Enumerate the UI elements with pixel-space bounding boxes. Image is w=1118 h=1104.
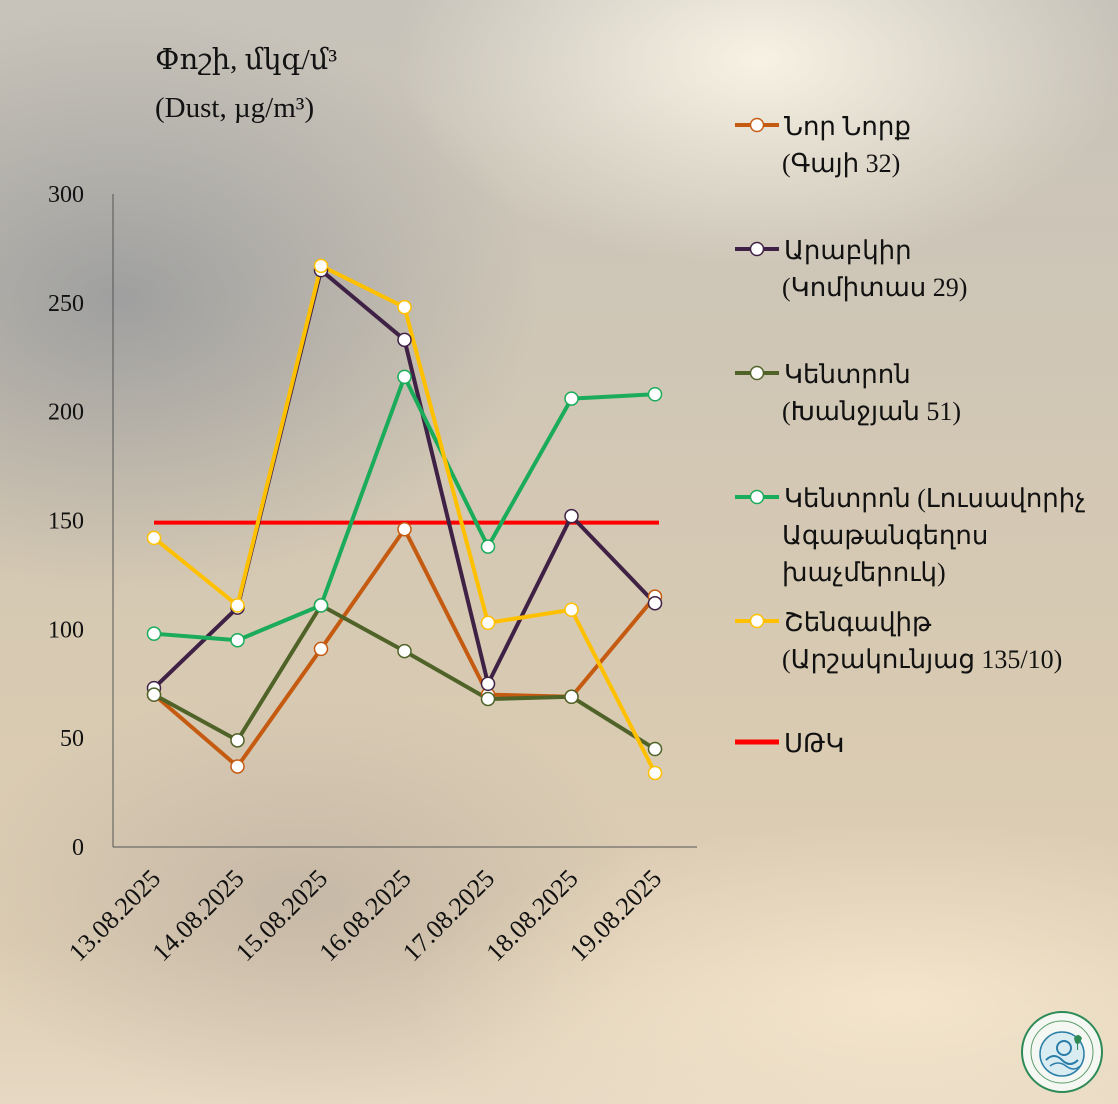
series-4-point: [397, 369, 412, 385]
series-2-point: [480, 676, 496, 691]
series-4-point: [480, 539, 496, 554]
legend-swatch-marker: [749, 117, 765, 133]
series-2-point: [564, 508, 579, 524]
organization-logo: [1021, 1011, 1103, 1093]
legend-label: Կենտրոն (Լուսավորիչ: [784, 484, 1086, 513]
legend-label: (Կոմիտաս 29): [782, 273, 967, 302]
legend-label: (Գայի 32): [782, 149, 900, 178]
y-tick-label: 150: [48, 509, 84, 535]
legend: Նոր Նորք (Գայի 32) Արաբկիր (Կոմիտաս 29) Կենտ…: [735, 112, 1086, 758]
chart-subtitle: (Dust, µg/m³): [155, 92, 315, 124]
series-points: [146, 258, 663, 781]
series-3-point: [397, 643, 412, 659]
legend-swatch-marker: [749, 365, 765, 381]
chart-title: Փոշի, մկգ/մ³: [155, 44, 338, 76]
legend-swatch-marker: [749, 613, 765, 629]
series-4-point: [146, 626, 162, 641]
series-4-point: [647, 387, 663, 402]
y-tick-label: 0: [72, 835, 84, 861]
series-3-point: [146, 687, 162, 702]
legend-label: Շենգավիթ: [784, 608, 932, 637]
series-2-point: [397, 332, 412, 348]
legend-label: խաչմերուկ): [782, 558, 946, 587]
series-5-point: [647, 765, 663, 781]
legend-swatch-marker: [749, 489, 765, 505]
y-tick-label: 250: [48, 291, 84, 317]
series-5-point: [397, 299, 412, 315]
series-2-point: [647, 595, 663, 611]
series-3-point: [480, 691, 496, 707]
y-tick-label: 100: [48, 617, 84, 643]
series-3-point: [647, 741, 663, 757]
y-tick-label: 50: [60, 726, 84, 752]
series-1-point: [313, 641, 329, 657]
y-tick-label: 200: [48, 400, 84, 426]
legend-label: Նոր Նորք: [784, 112, 911, 141]
legend-label: (Խանջյան 51): [782, 397, 961, 426]
series-5-point: [313, 258, 329, 274]
legend-label: Կենտրոն: [784, 360, 911, 389]
legend-label: (Արշակունյաց 135/10): [782, 645, 1062, 674]
y-tick-label: 300: [48, 182, 84, 208]
series-3-point: [564, 689, 579, 705]
legend-label: Ագաթանգեղոս: [782, 521, 988, 550]
legend-swatch-marker: [749, 241, 765, 257]
x-tick-label: 19.08.2025: [564, 864, 667, 967]
series-5-point: [480, 615, 496, 631]
series-5-point: [564, 602, 579, 617]
legend-label-reference: ՍԹԿ: [784, 729, 844, 758]
series-1-point: [397, 521, 412, 537]
series-3-point: [230, 733, 245, 748]
series-5-point: [230, 598, 245, 613]
series-4-point: [564, 391, 579, 406]
legend-label: Արաբկիր: [784, 236, 912, 265]
series-1-point: [230, 759, 245, 774]
series-4-point: [313, 598, 329, 613]
series-5-point: [146, 530, 162, 546]
series-4-point: [230, 632, 245, 648]
